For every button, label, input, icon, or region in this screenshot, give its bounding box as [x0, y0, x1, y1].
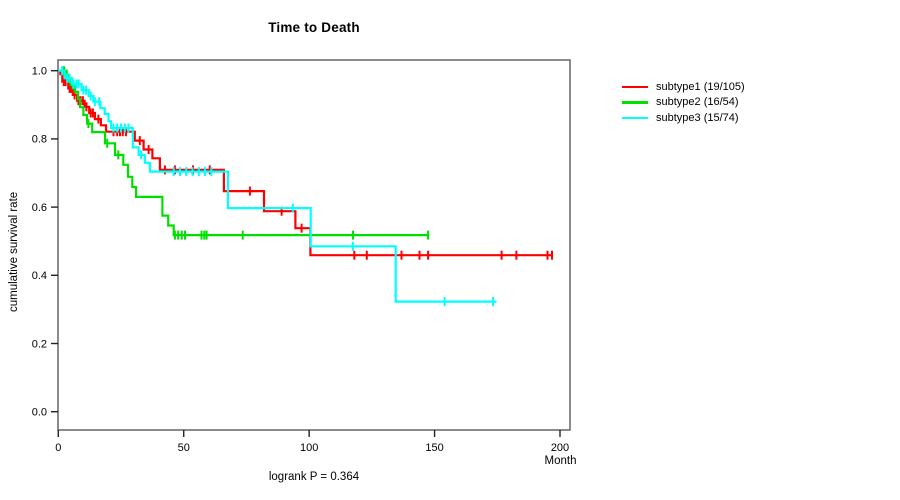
chart-title: Time to Death: [268, 20, 360, 35]
y-tick-label: 0.4: [32, 270, 47, 282]
y-tick-label: 0.8: [32, 134, 47, 146]
legend-swatch-subtype3: [622, 116, 648, 119]
survival-curve-subtype1: [58, 69, 553, 257]
x-tick-label: 150: [425, 442, 443, 454]
survival-curve-subtype2: [58, 69, 429, 237]
legend-swatch-subtype2: [622, 101, 648, 104]
x-tick-label: 200: [551, 442, 569, 454]
y-tick-label: 0.6: [32, 202, 47, 214]
x-tick-label: 100: [300, 442, 318, 454]
legend-label-subtype2: subtype2 (16/54): [656, 96, 739, 109]
legend-swatch-subtype1: [622, 85, 648, 88]
legend-item-subtype2: subtype2 (16/54): [622, 95, 745, 111]
legend-item-subtype1: subtype1 (19/105): [622, 79, 745, 95]
logrank-annotation: logrank P = 0.364: [268, 471, 360, 483]
x-tick-label: 50: [178, 442, 190, 454]
survival-curve-subtype3: [58, 69, 497, 303]
legend-label-subtype3: subtype3 (15/74): [656, 111, 739, 124]
plot-box: [57, 59, 571, 431]
legend: subtype1 (19/105) subtype2 (16/54) subtype…: [622, 79, 745, 126]
x-axis-title: Month: [545, 455, 577, 467]
legend-label-subtype1: subtype1 (19/105): [656, 80, 745, 93]
y-tick-label: 0.2: [32, 338, 47, 350]
x-tick-label: 0: [55, 442, 61, 454]
y-tick-label: 1.0: [32, 66, 47, 78]
y-tick-label: 0.0: [32, 407, 47, 419]
legend-item-subtype3: subtype3 (15/74): [622, 110, 745, 126]
